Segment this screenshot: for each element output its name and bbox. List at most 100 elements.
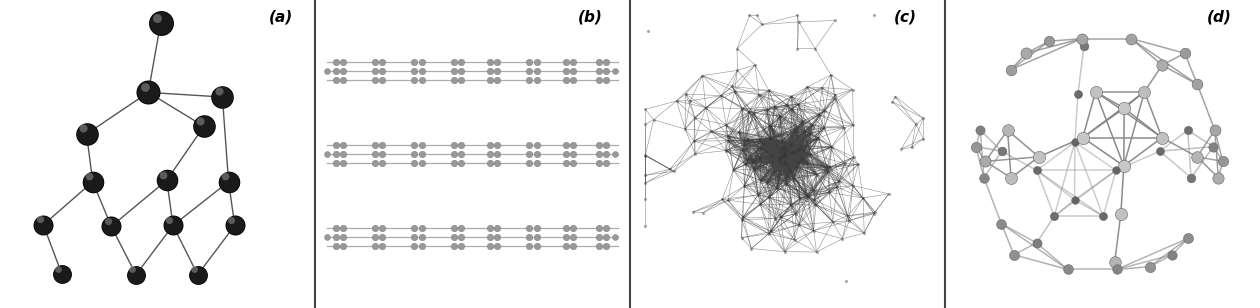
- Point: [1065, 197, 1085, 202]
- Point: [834, 125, 854, 130]
- Point: [29, 217, 49, 222]
- Point: [761, 229, 781, 234]
- Point: [318, 235, 338, 240]
- Point: [488, 244, 508, 249]
- Point: [556, 161, 576, 166]
- Point: [775, 151, 795, 156]
- Point: [83, 179, 103, 184]
- Point: [788, 13, 808, 18]
- Point: [735, 138, 755, 143]
- Point: [777, 148, 798, 152]
- Point: [770, 114, 790, 119]
- Point: [800, 131, 820, 136]
- Point: [163, 223, 183, 228]
- Point: [404, 225, 425, 230]
- Point: [770, 160, 790, 164]
- Point: [1178, 128, 1198, 133]
- Point: [1111, 211, 1131, 216]
- Point: [781, 142, 801, 147]
- Point: [786, 211, 806, 216]
- Text: (a): (a): [270, 9, 294, 24]
- Point: [1072, 36, 1092, 41]
- Point: [827, 184, 847, 189]
- Point: [1105, 260, 1125, 265]
- Point: [791, 158, 811, 163]
- Point: [365, 161, 386, 166]
- Point: [693, 210, 713, 215]
- Point: [730, 129, 750, 134]
- Point: [519, 68, 539, 73]
- Point: [372, 235, 392, 240]
- Point: [767, 186, 788, 191]
- Point: [188, 272, 208, 277]
- Point: [326, 235, 347, 240]
- Point: [793, 119, 813, 124]
- Point: [998, 128, 1018, 133]
- Point: [163, 223, 183, 228]
- Point: [814, 126, 834, 131]
- Point: [527, 161, 547, 166]
- Point: [1074, 43, 1094, 48]
- Point: [224, 223, 244, 228]
- Point: [718, 198, 738, 203]
- Point: [1065, 140, 1085, 144]
- Point: [519, 78, 539, 83]
- Point: [762, 159, 782, 164]
- Point: [825, 92, 845, 97]
- Point: [365, 244, 386, 249]
- Point: [404, 244, 425, 249]
- Point: [152, 172, 173, 177]
- Point: [843, 87, 863, 92]
- Point: [1162, 252, 1182, 257]
- Point: [605, 152, 625, 156]
- Point: [488, 161, 508, 166]
- Point: [891, 146, 911, 151]
- Point: [333, 78, 353, 83]
- Point: [780, 142, 800, 147]
- Point: [735, 142, 755, 147]
- Point: [789, 159, 809, 164]
- Point: [412, 225, 432, 230]
- Text: (b): (b): [577, 9, 602, 24]
- Point: [488, 235, 508, 240]
- Point: [79, 174, 100, 179]
- Point: [139, 90, 159, 95]
- Point: [480, 225, 500, 230]
- Point: [716, 148, 736, 153]
- Point: [333, 59, 353, 64]
- Point: [488, 78, 508, 83]
- Point: [194, 124, 214, 129]
- Point: [825, 18, 845, 23]
- Point: [139, 90, 159, 95]
- Point: [412, 68, 432, 73]
- Point: [1212, 159, 1232, 164]
- Point: [372, 244, 392, 249]
- Point: [333, 152, 353, 156]
- Point: [848, 162, 868, 167]
- Point: [777, 102, 798, 107]
- Point: [992, 221, 1012, 226]
- Point: [774, 154, 794, 159]
- Point: [444, 244, 464, 249]
- Point: [804, 197, 824, 202]
- Point: [772, 138, 793, 143]
- Point: [365, 68, 386, 73]
- Point: [527, 152, 547, 156]
- Point: [326, 59, 347, 64]
- Point: [759, 88, 779, 93]
- Point: [563, 78, 583, 83]
- Point: [635, 107, 655, 112]
- Point: [365, 225, 386, 230]
- Point: [326, 68, 347, 73]
- Point: [737, 157, 757, 162]
- Point: [372, 152, 392, 156]
- Point: [825, 96, 845, 101]
- Point: [794, 148, 814, 153]
- Point: [1114, 106, 1134, 111]
- Point: [563, 225, 583, 230]
- Point: [563, 68, 583, 73]
- Point: [791, 144, 811, 148]
- Point: [815, 108, 835, 113]
- Point: [527, 68, 547, 73]
- Point: [816, 165, 837, 170]
